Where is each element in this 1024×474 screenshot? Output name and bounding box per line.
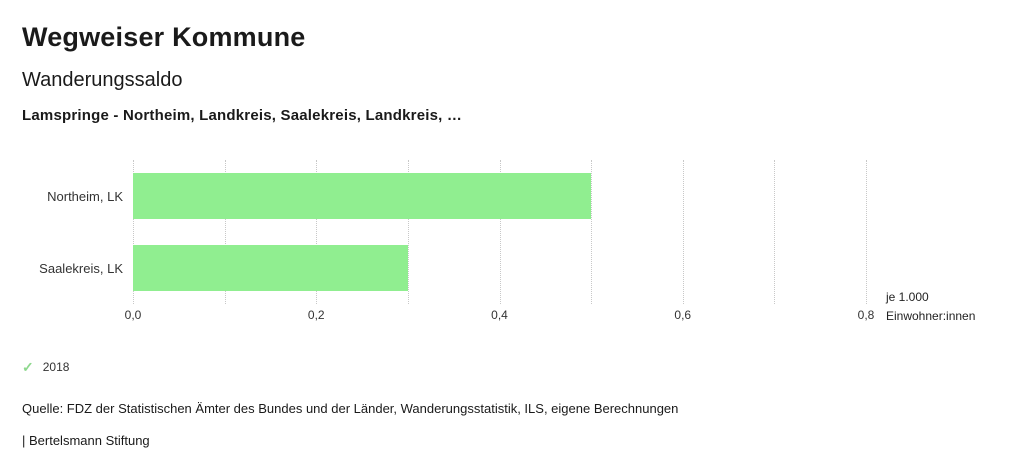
gridline [407, 160, 409, 304]
gridline [682, 160, 684, 304]
branding-text: | Bertelsmann Stiftung [22, 433, 150, 448]
category-label: Northeim, LK [47, 188, 123, 204]
y-axis-category-labels: Northeim, LK Saalekreis, LK [22, 160, 133, 326]
gridline [224, 160, 226, 304]
page: Wegweiser Kommune Wanderungssaldo Lamspr… [22, 22, 1002, 448]
bar[interactable] [133, 245, 408, 291]
chart-title: Wanderungssaldo [22, 69, 183, 91]
x-tick-label: 0,6 [674, 308, 692, 322]
x-tick-label: 0,2 [307, 308, 325, 322]
x-tick-label: 0,4 [491, 308, 508, 322]
plot [133, 160, 867, 304]
x-tick-label: 0,0 [124, 308, 142, 322]
app-title: Wegweiser Kommune [22, 22, 306, 52]
gridline [499, 160, 501, 304]
source-text: Quelle: FDZ der Statistischen Ämter des … [22, 401, 679, 416]
x-axis-unit-line-1: je 1.000 [886, 289, 929, 304]
plot-area: 0,0 0,2 0,4 0,6 0,8 [125, 160, 875, 326]
bar-chart: Northeim, LK Saalekreis, LK 0,0 0,2 0,4 0,6 0… [22, 160, 1002, 326]
category-label: Saalekreis, LK [39, 260, 123, 276]
x-axis-unit-line-2: Einwohner:innen [886, 308, 976, 323]
gridline [774, 160, 776, 304]
chart-selection: Lamspringe - Northeim, Landkreis, Saalek… [22, 107, 463, 124]
legend-label: 2018 [42, 360, 70, 374]
x-tick-label: 0,8 [857, 308, 875, 322]
x-axis-tick-labels: 0,0 0,2 0,4 0,6 0,8 [125, 306, 875, 326]
bar[interactable] [133, 173, 592, 219]
bar-row [133, 160, 866, 232]
gridline [133, 160, 134, 304]
x-axis-unit-label: je 1.000 Einwohner:innen [886, 288, 975, 326]
gridline [591, 160, 593, 304]
bar-row [133, 232, 866, 304]
gridline [316, 160, 318, 304]
gridline [866, 160, 867, 304]
legend-item-2018[interactable]: ✓ 2018 [22, 360, 1002, 374]
checkmark-icon: ✓ [22, 359, 34, 375]
